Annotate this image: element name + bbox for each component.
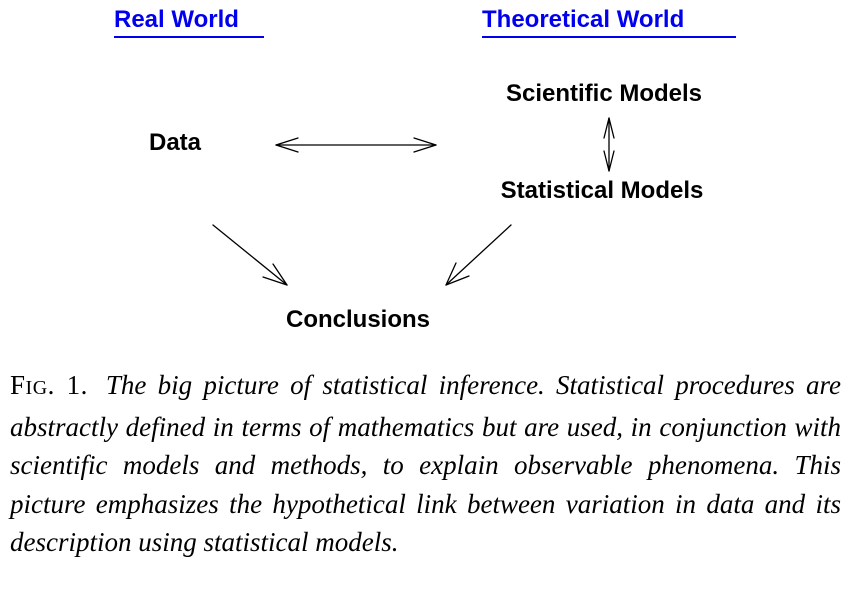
arrow-data-conclusions [212, 224, 288, 286]
heading-theoretical-world-underline [482, 36, 736, 38]
node-scientific-models: Scientific Models [505, 80, 703, 107]
node-statistical-models: Statistical Models [500, 177, 704, 204]
caption-label-initial: F [10, 370, 26, 400]
heading-theoretical-world-text: Theoretical World [482, 6, 685, 33]
arrow-scientific-statistical [603, 117, 615, 172]
diagram: Real World Theoretical World Data Scient… [114, 6, 736, 333]
caption-label-number: . 1. [47, 370, 88, 400]
caption-label-rest: IG [25, 377, 48, 399]
heading-real-world-text: Real World [114, 6, 239, 33]
heading-theoretical-world: Theoretical World [482, 6, 736, 38]
arrow-statistical-conclusions [445, 224, 512, 286]
arrow-data-models [275, 137, 437, 153]
caption-label: FIG. 1. [10, 370, 88, 400]
heading-real-world: Real World [114, 6, 264, 38]
figure-caption: FIG. 1. The big picture of statistical in… [10, 366, 841, 562]
heading-real-world-underline [114, 36, 264, 38]
arrows-layer [212, 117, 615, 286]
caption-text: The big picture of statistical inference… [10, 370, 842, 557]
node-conclusions: Conclusions [285, 306, 431, 333]
node-data: Data [148, 129, 202, 156]
